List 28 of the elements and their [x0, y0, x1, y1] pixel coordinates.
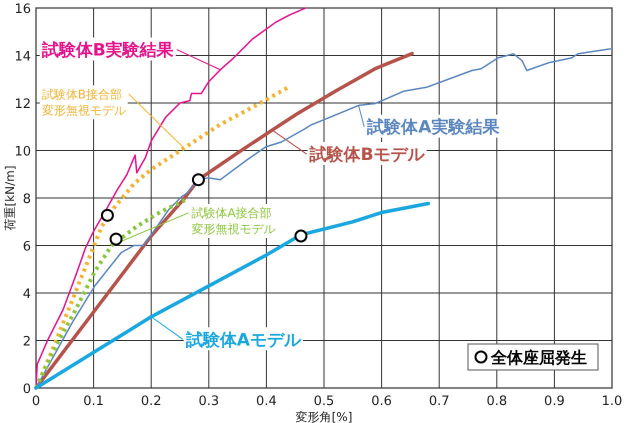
series-label: 試験体Bモデル: [308, 145, 426, 165]
y-tick-label: 12: [14, 97, 31, 112]
y-tick-label: 4: [22, 287, 31, 302]
y-tick-label: 16: [14, 2, 31, 17]
x-tick-label: 0.1: [83, 394, 104, 409]
text: 試験体B実験結果: [40, 40, 175, 60]
x-tick-label: 0.9: [544, 394, 565, 409]
legend-label: 全体座屈発生: [490, 348, 587, 367]
y-tick-label: 8: [22, 192, 31, 207]
x-tick-label: 0.6: [371, 394, 392, 409]
x-tick-label: 0.8: [486, 394, 508, 409]
x-tick-label: 0.3: [198, 394, 220, 409]
y-tick-label: 6: [22, 240, 31, 254]
text: 試験体B接合部変形無視モデル: [42, 87, 126, 118]
y-tick-label: 2: [22, 334, 31, 350]
series-label: 試験体A接合部変形無視モデル: [192, 206, 276, 236]
x-tick-label: 0.4: [256, 394, 277, 409]
x-tick-label: 0.5: [314, 394, 334, 409]
y-axis-title: 荷重[kN/m]: [3, 165, 17, 231]
x-axis-title: 変形角[%]: [296, 410, 352, 423]
x-tick-label: 0.7: [428, 394, 450, 409]
y-tick-label: 10: [14, 144, 31, 160]
legend-label: 試験体A実験結果: [366, 118, 500, 138]
series-label: 試験体Aモデル: [184, 330, 302, 350]
x-tick-label: 1.0: [602, 394, 622, 409]
x-tick-label: 0.2: [140, 394, 162, 409]
y-tick-label: 0: [22, 382, 31, 397]
y-tick-label: 14: [14, 50, 31, 64]
